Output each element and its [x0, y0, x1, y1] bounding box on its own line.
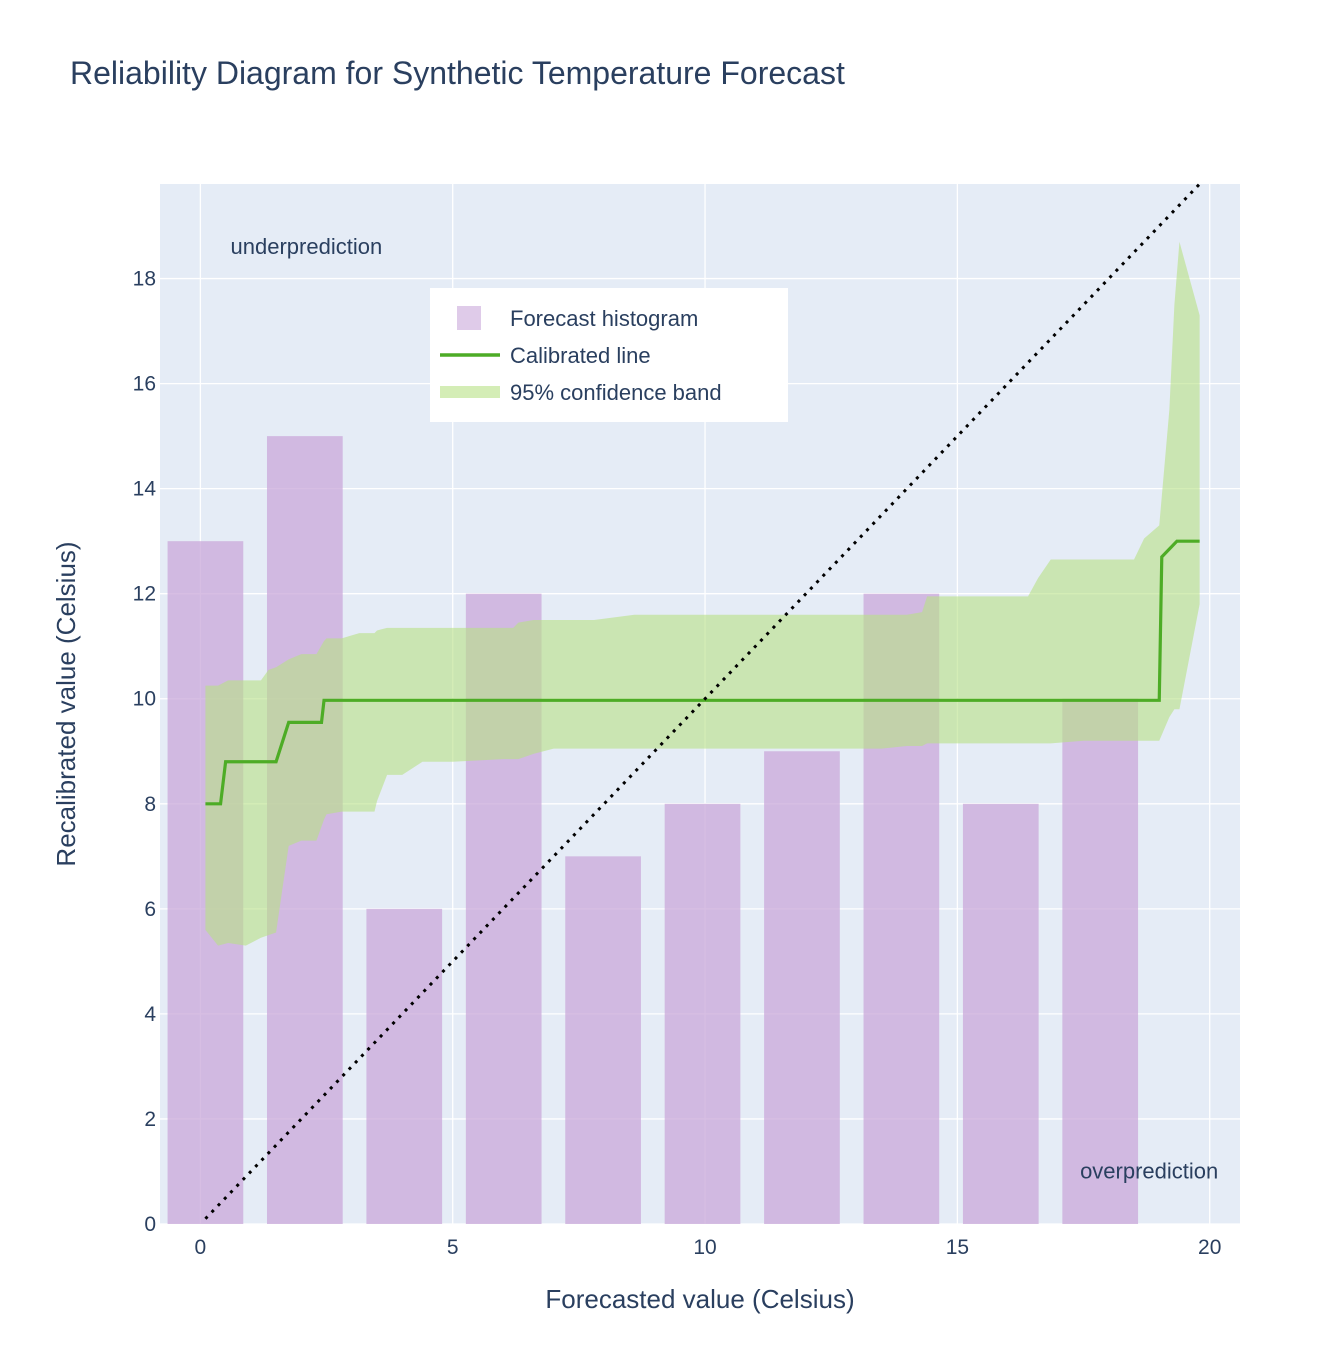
- tick-labels: 0 5 10 15 20 0 2 4 6 8 10 12 14 16 18: [133, 268, 1222, 1259]
- chart-title: Reliability Diagram for Synthetic Temper…: [70, 55, 845, 91]
- legend[interactable]: Forecast histogram Calibrated line 95% c…: [430, 288, 788, 422]
- x-tick-label-0: 0: [195, 1236, 207, 1259]
- y-tick-label-8: 8: [144, 793, 156, 816]
- x-tick-label-20: 20: [1198, 1236, 1221, 1259]
- annotation-underprediction: underprediction: [231, 234, 383, 259]
- y-tick-label-10: 10: [133, 688, 156, 711]
- histogram-bar-9: [1062, 698, 1139, 1224]
- histogram-bar-4: [565, 856, 641, 1224]
- x-tick-label-10: 10: [693, 1236, 716, 1259]
- x-tick-label-15: 15: [946, 1236, 969, 1259]
- y-tick-label-14: 14: [133, 478, 157, 501]
- histogram-bar-5: [664, 803, 741, 1224]
- histogram-bars: [167, 436, 1139, 1224]
- y-tick-label-4: 4: [144, 1003, 156, 1026]
- legend-swatch-confidence-band: [440, 386, 500, 398]
- calibrated-line: [205, 539, 1200, 806]
- y-tick-label-16: 16: [133, 373, 156, 396]
- x-tick-label-5: 5: [447, 1236, 459, 1259]
- annotations: underprediction overprediction: [231, 234, 1219, 1183]
- y-tick-label-18: 18: [133, 268, 156, 291]
- legend-label-confidence-band: 95% confidence band: [510, 380, 722, 405]
- calibrated-line-layer: [205, 539, 1200, 806]
- y-axis-label: Recalibrated value (Celsius): [51, 541, 81, 866]
- x-axis-label: Forecasted value (Celsius): [545, 1284, 854, 1314]
- annotation-overprediction: overprediction: [1080, 1158, 1218, 1183]
- legend-label-calibrated-line: Calibrated line: [510, 343, 651, 368]
- y-tick-label-0: 0: [144, 1213, 156, 1236]
- y-tick-label-12: 12: [133, 583, 156, 606]
- histogram-bar-2: [366, 908, 443, 1224]
- y-tick-label-6: 6: [144, 898, 156, 921]
- legend-swatch-histogram: [457, 306, 481, 330]
- legend-label-histogram: Forecast histogram: [510, 306, 698, 331]
- y-tick-label-2: 2: [144, 1108, 156, 1131]
- histogram-bar-6: [764, 751, 840, 1224]
- histogram-bar-8: [962, 803, 1039, 1224]
